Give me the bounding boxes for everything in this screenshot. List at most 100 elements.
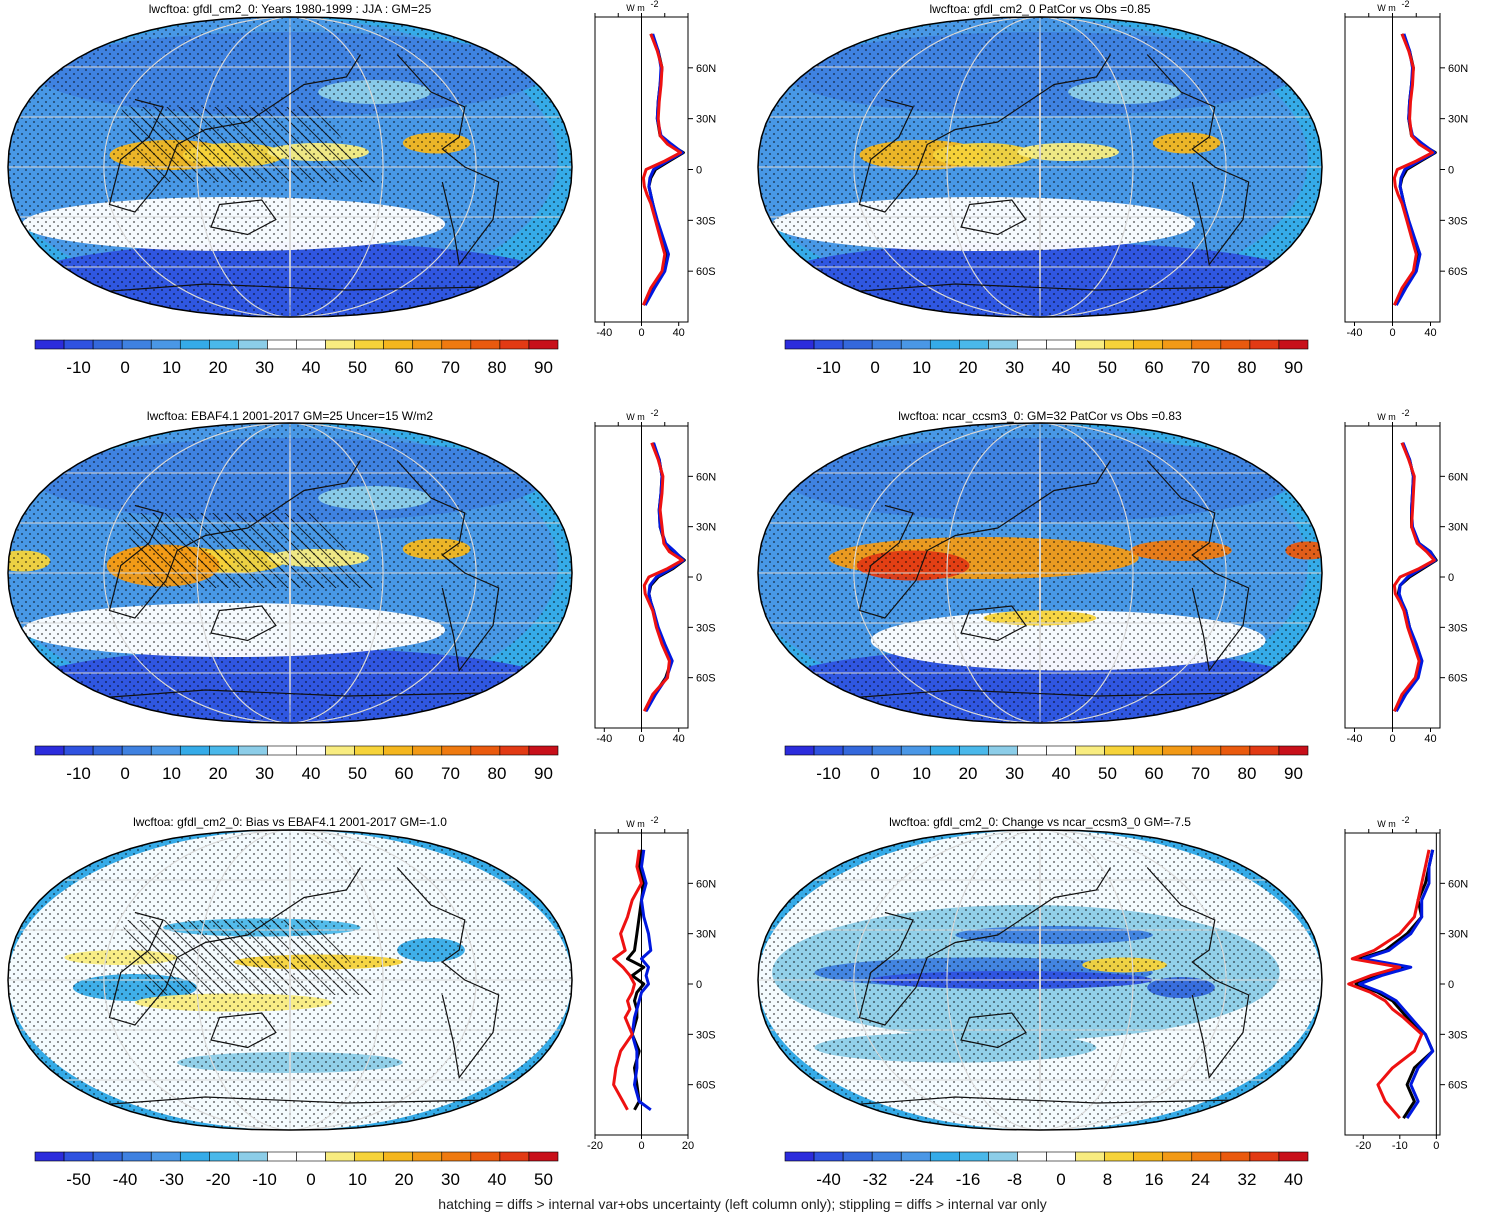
colorbar-label: 20: [395, 1170, 414, 1189]
profile-unit-label: W m: [1377, 412, 1396, 422]
profile-lat-label: 30N: [1448, 522, 1468, 534]
colorbar-box: [383, 339, 414, 350]
map-field: [758, 17, 1322, 317]
profile-lat-label: 60S: [696, 673, 716, 685]
profile-lat-label: 0: [696, 979, 702, 991]
colorbar-label: 70: [441, 764, 460, 783]
colorbar-label: 40: [302, 764, 321, 783]
colorbar-label: 30: [255, 764, 274, 783]
profile-xtick-label: 40: [1424, 733, 1436, 745]
colorbar-label: 50: [1098, 358, 1117, 377]
profile-line-alt: [1347, 849, 1431, 1120]
colorbar-box: [63, 745, 94, 756]
profile-xtick-label: 0: [1389, 733, 1395, 745]
colorbar-box: [1162, 1151, 1193, 1162]
colorbar-label: 30: [441, 1170, 460, 1189]
graticule-meridian: [946, 17, 1134, 317]
colorbar-label: 40: [1052, 358, 1071, 377]
colorbar-box: [267, 339, 297, 350]
colorbar-label: 0: [306, 1170, 315, 1189]
colorbar-box: [988, 745, 1018, 756]
colorbar-label: 0: [870, 764, 879, 783]
colorbar-box: [871, 339, 902, 350]
colorbar-box: [470, 745, 501, 756]
colorbar-label: -20: [206, 1170, 231, 1189]
colorbar-box: [238, 339, 268, 350]
colorbar-box: [1220, 339, 1251, 350]
colorbar-box: [499, 339, 530, 350]
zonal-profile: -40 0 40 60N 30N 0 30S 60S W m -2: [594, 0, 716, 339]
colorbar-box: [209, 745, 239, 756]
profile-lat-label: 60N: [696, 63, 716, 75]
colorbar-label: 20: [209, 764, 228, 783]
profile-lat-label: 30N: [696, 522, 716, 534]
profile-line-alt: [642, 442, 684, 712]
profile-lat-label: 60N: [1448, 63, 1468, 75]
graticule-meridian: [1039, 423, 1041, 723]
colorbar-box: [959, 1151, 989, 1162]
colorbar-label: 70: [1191, 358, 1210, 377]
colorbar-label: -10: [66, 358, 91, 377]
colorbar-label: 90: [534, 358, 553, 377]
coastline: [960, 199, 1027, 236]
coastline: [64, 689, 488, 702]
profile-unit-exponent: -2: [1402, 0, 1410, 9]
profile-xtick-label: -40: [596, 733, 612, 745]
profile-xtick-label: 40: [673, 327, 685, 339]
profile-unit-label: W m: [1377, 819, 1396, 829]
graticule-meridian: [1039, 830, 1041, 1130]
map-border: [757, 829, 1323, 1131]
zonal-profile: -40 0 40 60N 30N 0 30S 60S W m -2: [1344, 408, 1468, 745]
profile-line-alt: [1392, 33, 1434, 306]
map-border: [757, 16, 1323, 318]
colorbar-label: -40: [113, 1170, 138, 1189]
colorbar-box: [929, 339, 960, 350]
coastline: [210, 605, 277, 642]
colorbar-box: [1220, 1151, 1251, 1162]
colorbar-box: [92, 1151, 123, 1162]
colorbar-box: [1191, 1151, 1222, 1162]
profile-xtick-label: 20: [682, 1140, 694, 1152]
panel-top-left: lwcftoa: gfdl_cm2_0: Years 1980-1999 : J…: [7, 0, 716, 377]
colorbar-label: 40: [488, 1170, 507, 1189]
profile-lat-label: 30N: [696, 114, 716, 126]
colorbar-label: 50: [534, 1170, 553, 1189]
colorbar-label: -10: [66, 764, 91, 783]
map-field: [8, 423, 572, 723]
colorbar-box: [412, 745, 443, 756]
panel-top-right: lwcftoa: gfdl_cm2_0 PatCor vs Obs =0.85 -…: [757, 0, 1468, 377]
profile-lat-label: 30S: [1448, 622, 1468, 634]
profile-lat-label: 30S: [696, 1029, 716, 1041]
map-field: [8, 17, 572, 317]
colorbar-label: -50: [66, 1170, 91, 1189]
profile-line-alt: [641, 33, 683, 306]
profile-lat-label: 30N: [1448, 114, 1468, 126]
colorbar-label: 10: [162, 358, 181, 377]
profile-line-alt: [1392, 442, 1436, 712]
colorbar-box: [784, 745, 815, 756]
graticule-meridian: [196, 830, 384, 1130]
colorbar-box: [528, 1151, 559, 1162]
colorbar-box: [959, 745, 989, 756]
colorbar-box: [842, 745, 873, 756]
colorbar-box: [121, 745, 152, 756]
colorbar-box: [179, 339, 210, 350]
colorbar-box: [179, 745, 210, 756]
colorbar-label: 20: [209, 358, 228, 377]
colorbar-box: [121, 339, 152, 350]
profile-unit-exponent: -2: [1402, 815, 1410, 825]
colorbar-box: [1133, 1151, 1164, 1162]
colorbar-box: [383, 1151, 414, 1162]
profile-line-alt: [612, 849, 643, 1111]
colorbar-box: [1075, 745, 1105, 756]
coastline: [960, 605, 1027, 642]
profile-unit-exponent: -2: [651, 815, 659, 825]
profile-lat-label: 30N: [1448, 929, 1468, 941]
profile-lat-label: 60S: [696, 1080, 716, 1092]
colorbar-label: 10: [912, 764, 931, 783]
coastline: [814, 283, 1238, 296]
colorbar-box: [92, 339, 123, 350]
panel-title: lwcftoa: gfdl_cm2_0: Years 1980-1999 : J…: [149, 2, 432, 16]
colorbar-box: [34, 745, 65, 756]
coastline: [210, 199, 277, 236]
